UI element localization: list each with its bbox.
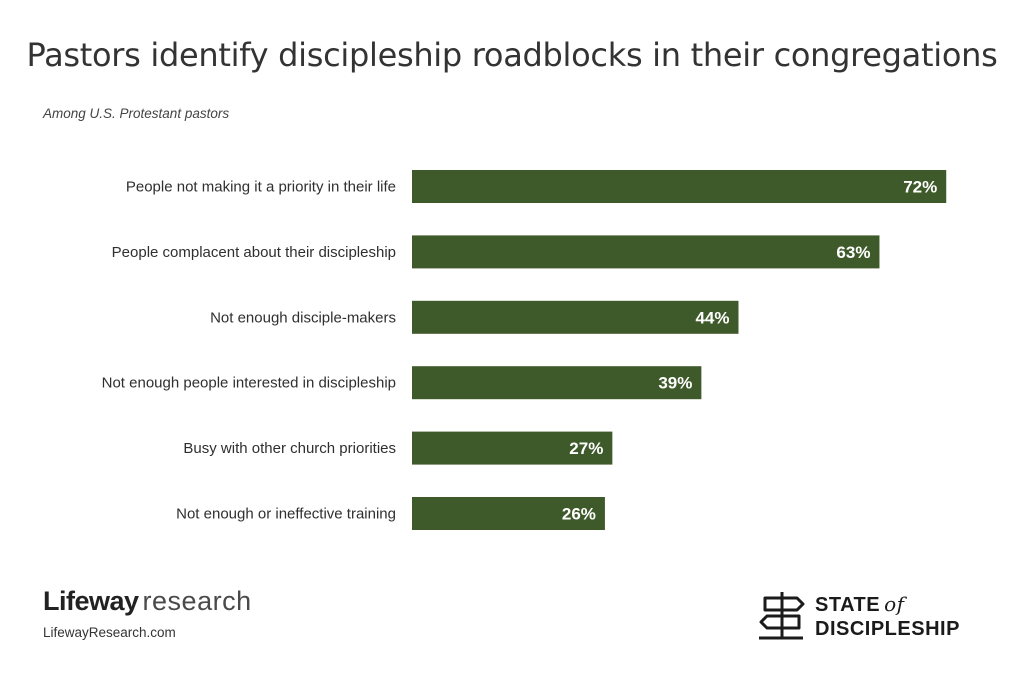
bar-value-label: 39% [658,374,692,393]
category-label: Not enough or ineffective training [176,506,396,523]
category-label: Not enough disciple-makers [210,309,396,326]
chart-title: Pastors identify discipleship roadblocks… [26,36,998,74]
bar [412,366,702,400]
brand-url: LifewayResearch.com [43,625,176,640]
lifeway-research-logo: Lifeway research LifewayResearch.com [43,586,252,640]
partner-of: of [884,592,905,616]
category-label: People not making it a priority in their… [126,179,396,196]
bar-chart: People not making it a priority in their… [102,170,947,530]
state-of-discipleship-logo: STATE of DISCIPLESHIP [757,588,987,642]
bar-value-label: 44% [695,308,729,327]
bar [412,431,613,465]
bar [412,170,947,203]
signpost-icon [759,592,805,640]
category-label: People complacent about their disciplesh… [112,244,396,261]
bar-value-label: 63% [836,243,870,262]
partner-line-2: DISCIPLESHIP [815,618,960,640]
brand-name-light: research [142,586,252,616]
category-label: Busy with other church priorities [183,440,396,457]
category-label: Not enough people interested in disciple… [102,375,396,392]
bar [412,300,739,334]
chart-subtitle: Among U.S. Protestant pastors [43,106,230,121]
brand-name-bold: Lifeway [43,586,139,616]
bar [412,235,880,269]
bar-value-label: 27% [569,439,603,458]
bar-value-label: 26% [562,505,596,524]
partner-line-1: STATE of [815,592,905,617]
bar [412,497,605,530]
partner-state: STATE [815,594,881,616]
bar-value-label: 72% [903,178,937,197]
